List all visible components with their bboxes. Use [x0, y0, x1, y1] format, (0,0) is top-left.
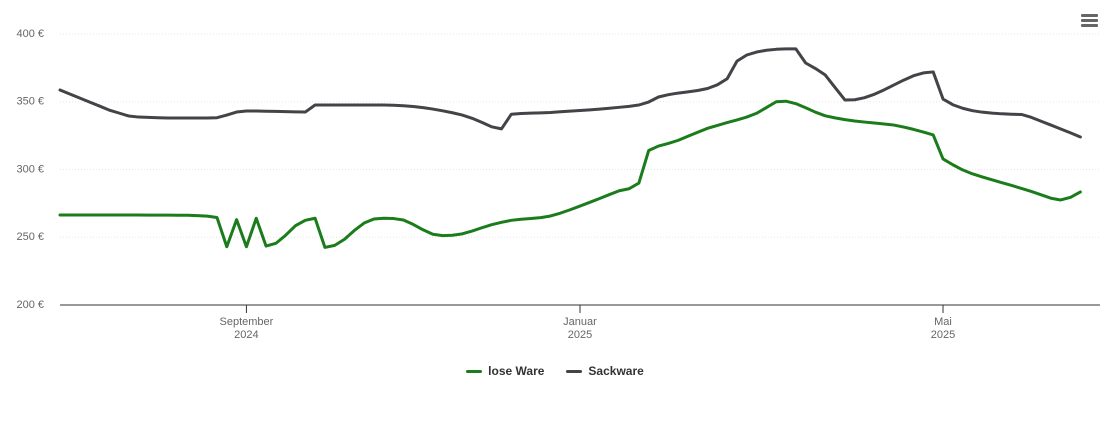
- y-tick-label: 400 €: [16, 28, 44, 40]
- x-tick-label: Januar 2025: [563, 316, 597, 341]
- legend-label: lose Ware: [488, 364, 545, 378]
- legend-label: Sackware: [588, 364, 644, 378]
- y-tick-label: 300 €: [16, 163, 44, 175]
- menu-button[interactable]: [1081, 14, 1098, 28]
- legend-swatch: [566, 369, 583, 373]
- legend-item[interactable]: lose Ware: [466, 364, 544, 378]
- legend-item[interactable]: Sackware: [566, 364, 644, 378]
- legend: lose Ware Sackware: [0, 364, 1110, 378]
- y-tick-label: 350 €: [16, 96, 44, 108]
- x-tick-label: Mai 2025: [930, 316, 956, 341]
- legend-swatch: [466, 369, 483, 373]
- series-line: [58, 99, 1082, 249]
- y-tick-label: 200 €: [16, 299, 44, 311]
- series-line: [58, 47, 1082, 139]
- x-tick-label: September 2024: [219, 316, 274, 341]
- y-tick-label: 250 €: [16, 231, 44, 243]
